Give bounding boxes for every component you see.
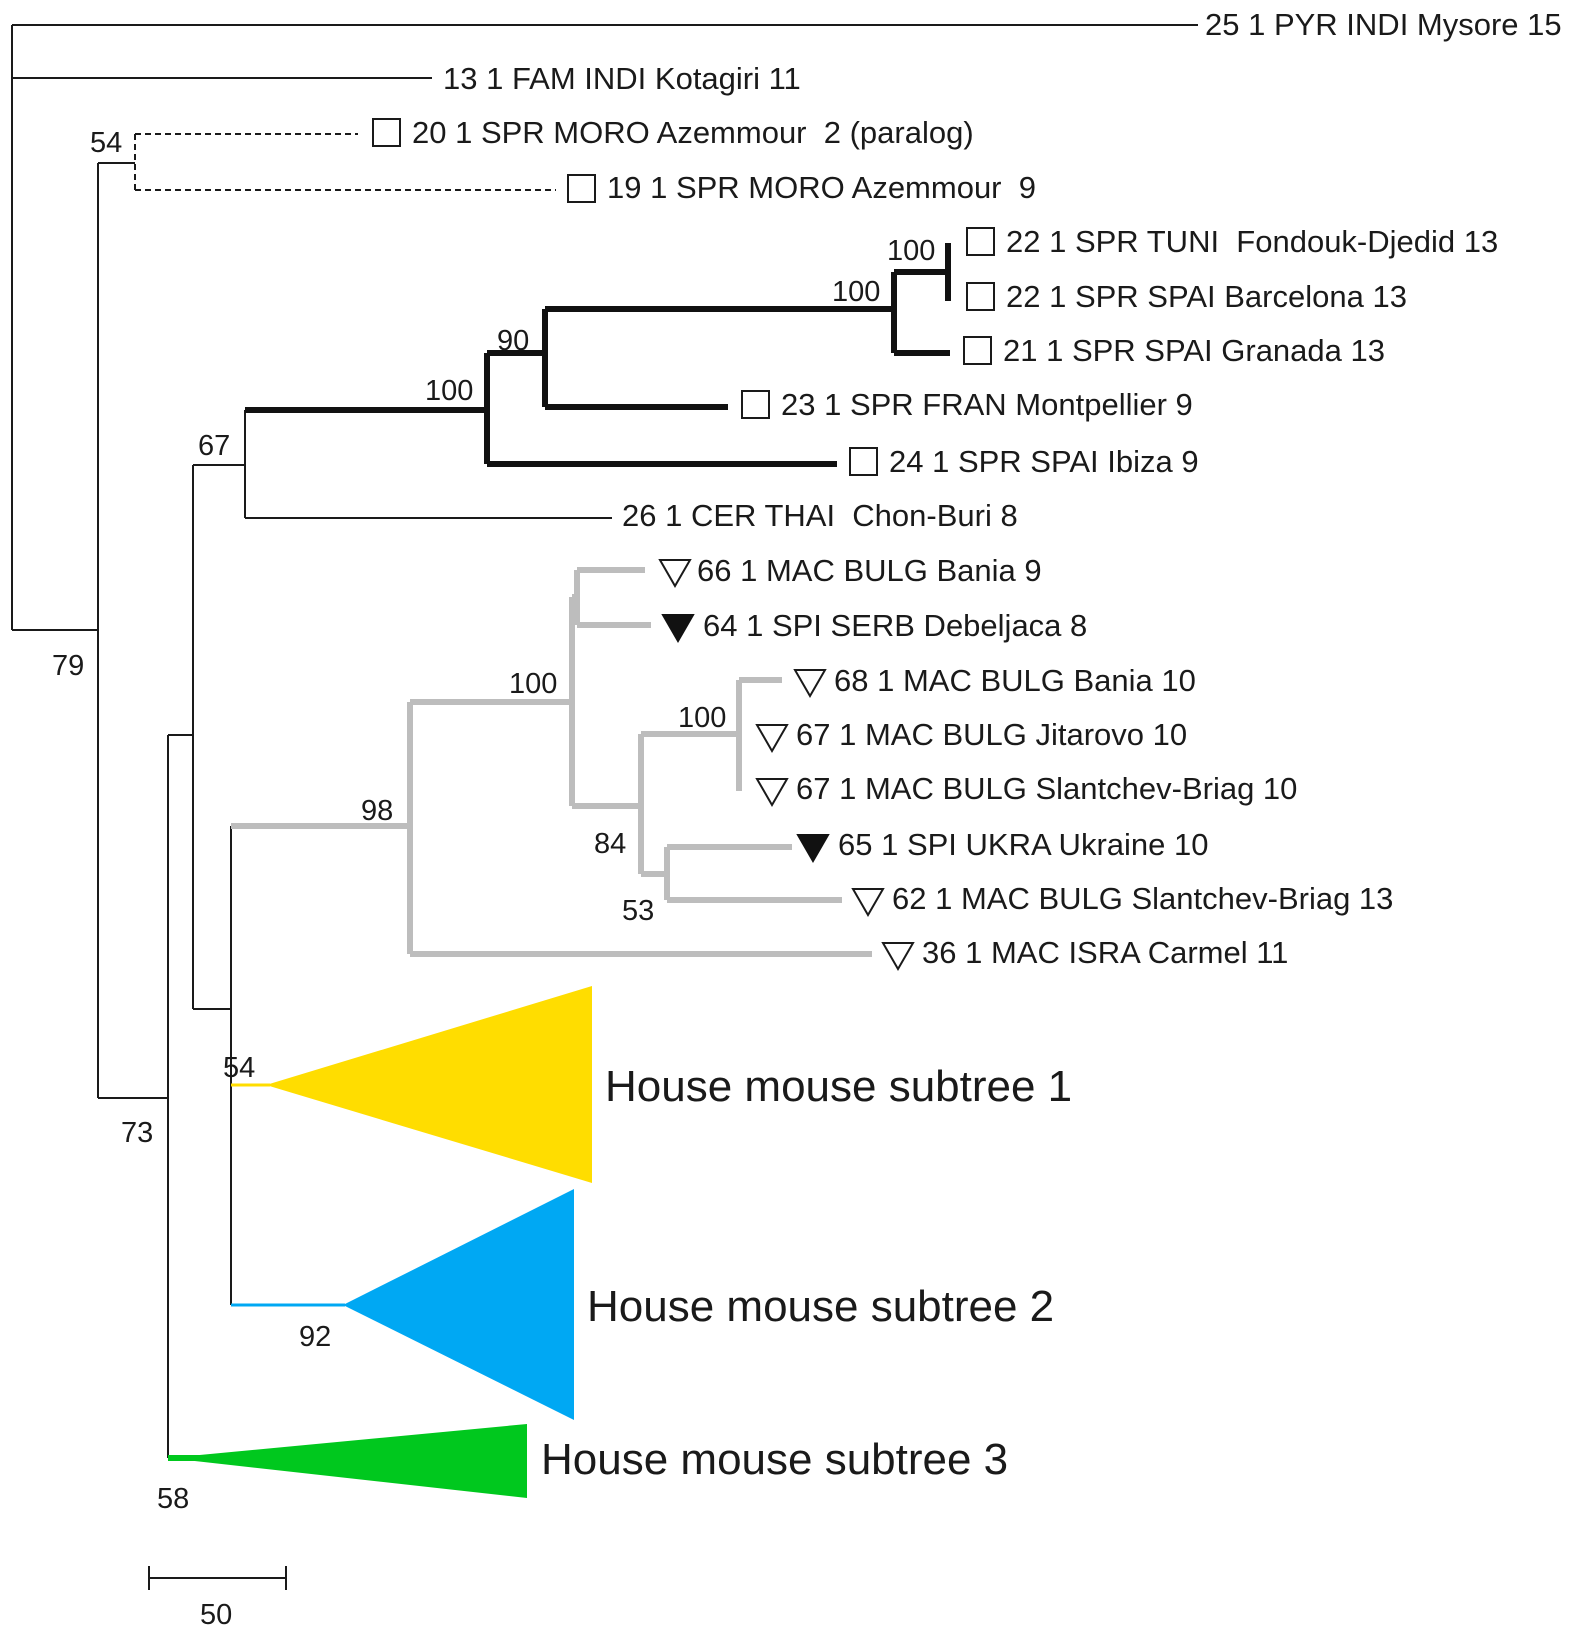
support-value: 53 [622,895,654,927]
support-value: 54 [223,1052,255,1084]
tip-markers [372,118,995,972]
tip-label: 22 1 SPR SPAI Barcelona 13 [1006,279,1407,314]
subtree-labels: House mouse subtree 1 House mouse subtre… [541,1062,1072,1484]
scale-bar-label: 50 [200,1599,232,1631]
subtree-label: House mouse subtree 2 [587,1282,1054,1331]
open-square-marker [849,447,878,476]
subtree-2-wedge [343,1189,574,1420]
tip-label: 67 1 MAC BULG Slantchev-Briag 10 [796,771,1297,806]
tip-label: 25 1 PYR INDI Mysore 15 [1205,7,1562,42]
tip-label: 23 1 SPR FRAN Montpellier 9 [781,387,1193,422]
open-triangle-marker [658,559,692,589]
open-square-marker [966,227,995,256]
tip-label: 20 1 SPR MORO Azemmour 2 (paralog) [412,115,974,150]
tip-label: 62 1 MAC BULG Slantchev-Briag 13 [892,881,1393,916]
tip-label: 24 1 SPR SPAI Ibiza 9 [889,444,1199,479]
tip-label: 64 1 SPI SERB Debeljaca 8 [703,608,1087,643]
moro-clade [134,133,556,191]
tip-label: 19 1 SPR MORO Azemmour 9 [607,170,1036,205]
support-value: 58 [157,1483,189,1515]
subtree-3-wedge [168,1424,527,1498]
open-square-marker [741,390,770,419]
subtree-label: House mouse subtree 1 [605,1062,1072,1111]
support-value: 79 [52,650,84,682]
support-value: 100 [425,375,473,407]
tip-labels: 25 1 PYR INDI Mysore 15 13 1 FAM INDI Ko… [412,7,1562,970]
scale-bar: 50 [148,1566,287,1631]
tip-label: 66 1 MAC BULG Bania 9 [697,553,1042,588]
open-square-marker [966,282,995,311]
support-value: 100 [678,702,726,734]
subtree-1-wedge [266,986,592,1183]
subtree-label: House mouse subtree 3 [541,1435,1008,1484]
open-triangle-marker [755,778,789,808]
tip-label: 26 1 CER THAI Chon-Buri 8 [622,498,1018,533]
open-triangle-marker [881,942,915,972]
tip-label: 21 1 SPR SPAI Granada 13 [1003,333,1385,368]
support-value: 92 [299,1321,331,1353]
tip-label: 13 1 FAM INDI Kotagiri 11 [443,61,801,96]
support-value: 100 [509,668,557,700]
support-value: 90 [497,325,529,357]
house-mouse-subtrees [168,986,592,1498]
tip-label: 68 1 MAC BULG Bania 10 [834,663,1196,698]
support-value: 98 [361,795,393,827]
support-value: 100 [887,235,935,267]
filled-triangle-marker [661,614,695,644]
basal-branches [11,24,1198,1458]
mac-spi-clade [231,567,872,957]
open-square-marker [372,118,401,147]
filled-triangle-marker [796,834,830,864]
support-value: 54 [90,127,122,159]
tip-label: 65 1 SPI UKRA Ukraine 10 [838,827,1208,862]
support-value: 73 [121,1117,153,1149]
tip-label: 36 1 MAC ISRA Carmel 11 [922,935,1288,970]
support-values: 54 100 100 90 100 67 79 100 100 98 84 53… [52,127,935,1515]
spr-clade [245,243,951,467]
open-square-marker [963,336,992,365]
support-value: 84 [594,828,626,860]
open-square-marker [567,174,596,203]
support-value: 100 [832,276,880,308]
support-value: 67 [198,430,230,462]
open-triangle-marker [851,888,885,918]
open-triangle-marker [793,669,827,699]
tip-label: 22 1 SPR TUNI Fondouk-Djedid 13 [1006,224,1498,259]
open-triangle-marker [755,724,789,754]
tip-label: 67 1 MAC BULG Jitarovo 10 [796,717,1187,752]
scale-bar-line [148,1566,287,1590]
